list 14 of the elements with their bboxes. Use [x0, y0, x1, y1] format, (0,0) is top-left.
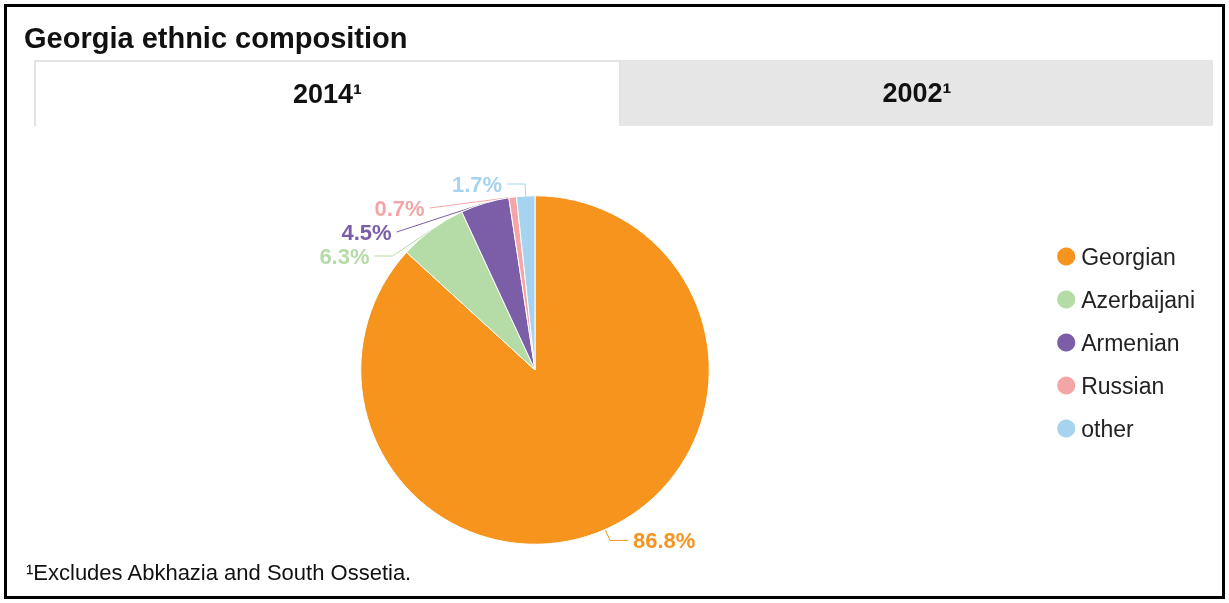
- data-label: 86.8%: [633, 527, 696, 553]
- data-label: 0.7%: [374, 195, 425, 221]
- text: ¹Excludes Abkhazia and South Ossetia.: [26, 560, 412, 586]
- tab: 2002¹: [621, 60, 1213, 126]
- data-label: 6.3%: [319, 243, 370, 269]
- legend-label: Armenian: [1081, 329, 1180, 356]
- legend-label: Russian: [1081, 372, 1165, 399]
- legend-label: Azerbaijani: [1081, 286, 1196, 313]
- data-label: 4.5%: [341, 219, 392, 245]
- tab: 2014¹: [34, 60, 621, 126]
- data-label: 1.7%: [451, 171, 503, 197]
- legend-label: other: [1081, 415, 1134, 442]
- chart-title: Georgia ethnic composition: [24, 22, 408, 55]
- legend-label: Georgian: [1081, 243, 1176, 270]
